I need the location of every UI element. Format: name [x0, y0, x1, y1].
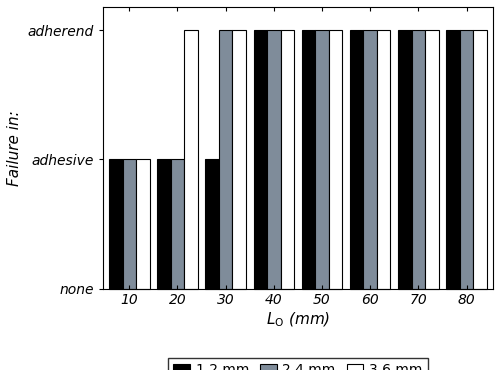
Bar	[302, 30, 316, 289]
Bar	[329, 30, 342, 289]
Bar	[412, 30, 425, 289]
Bar	[254, 30, 267, 289]
Bar	[232, 30, 246, 289]
Bar	[122, 159, 136, 289]
Bar	[460, 30, 473, 289]
Bar	[136, 159, 149, 289]
Bar	[170, 159, 184, 289]
Bar	[267, 30, 280, 289]
Bar	[446, 30, 460, 289]
Bar	[398, 30, 411, 289]
Y-axis label: Failure in:: Failure in:	[7, 110, 22, 186]
Bar	[184, 30, 198, 289]
Bar	[316, 30, 329, 289]
Bar	[364, 30, 377, 289]
Bar	[280, 30, 294, 289]
Bar	[109, 159, 122, 289]
Bar	[474, 30, 487, 289]
Bar	[425, 30, 438, 289]
Bar	[206, 159, 219, 289]
Legend: 1.2 mm, 2.4 mm, 3.6 mm: 1.2 mm, 2.4 mm, 3.6 mm	[168, 357, 428, 370]
Bar	[377, 30, 390, 289]
Bar	[350, 30, 364, 289]
X-axis label: $L_{\mathrm{O}}$ (mm): $L_{\mathrm{O}}$ (mm)	[266, 310, 330, 329]
Bar	[219, 30, 232, 289]
Bar	[157, 159, 170, 289]
